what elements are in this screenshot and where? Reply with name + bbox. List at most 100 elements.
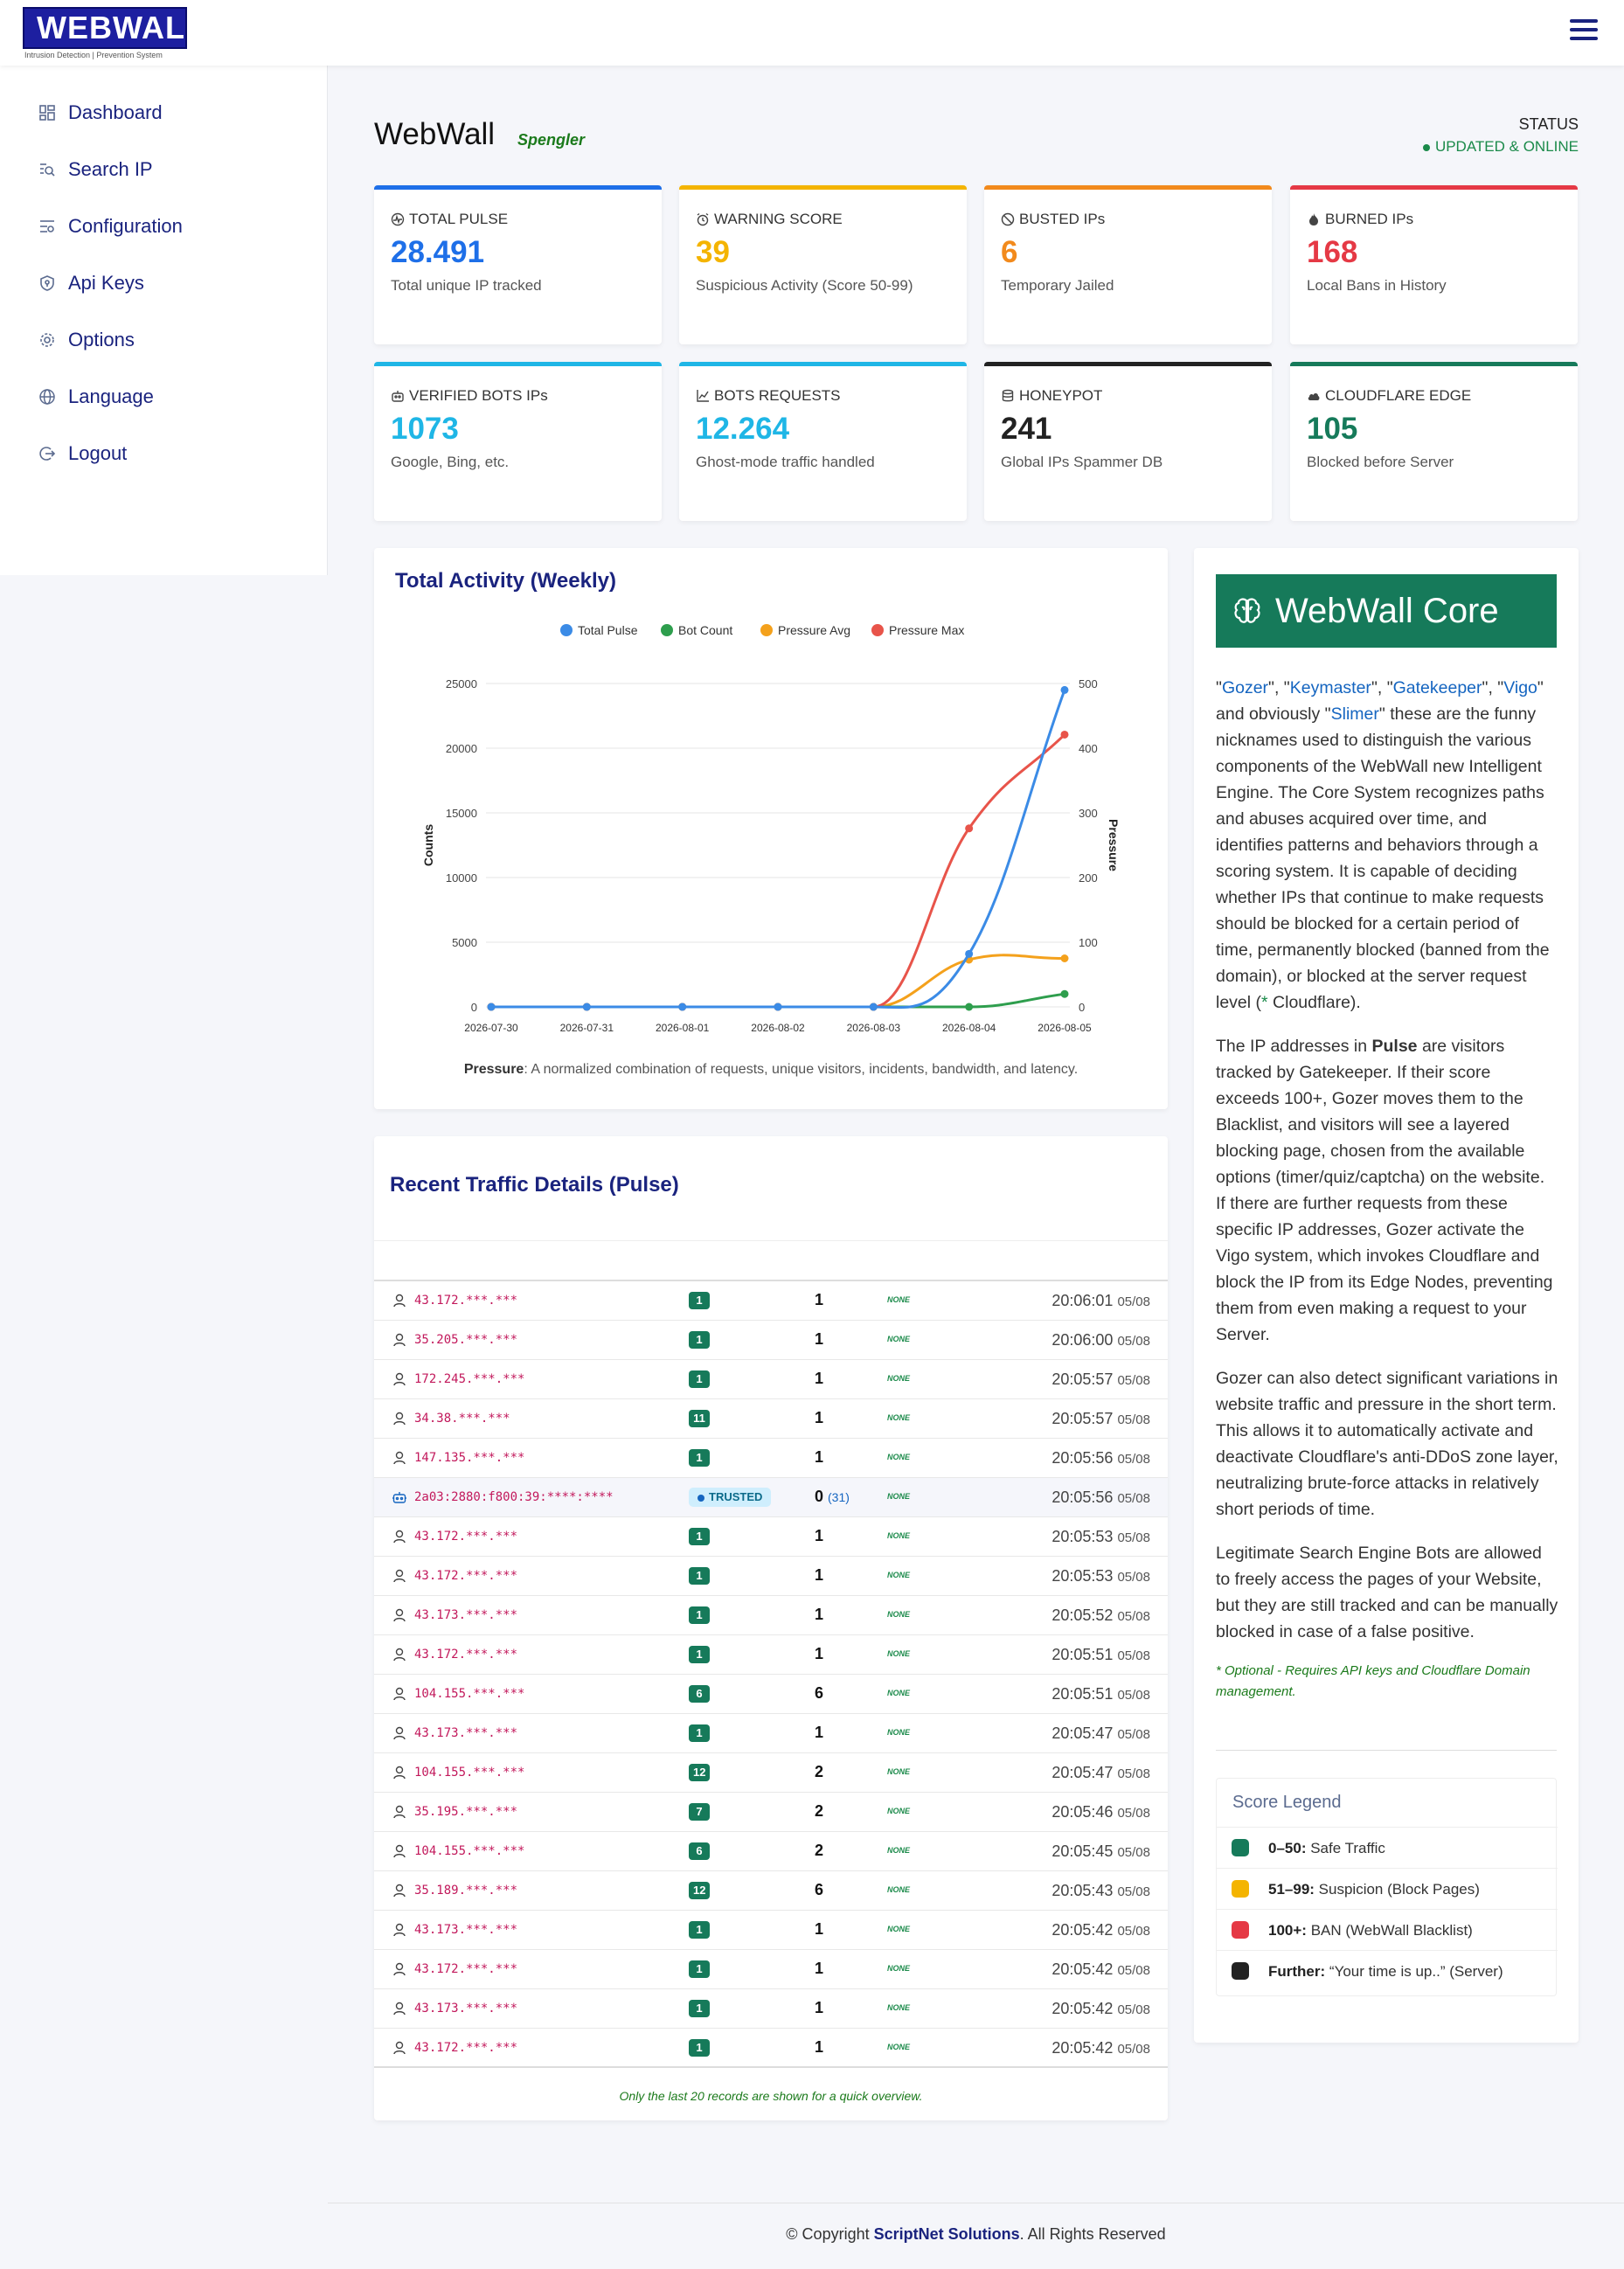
y-tick-label: 20000 [446,742,477,755]
table-row[interactable]: 43.173.***.*** 1 1 NONE 20:05:42 05/08 [374,1989,1168,2029]
sidebar-item-label: Options [68,329,135,350]
y-tick-label: 10000 [446,871,477,885]
table-row[interactable]: 2a03:2880:f800:39:****:**** TRUSTED 0 (31) N… [374,1478,1168,1517]
request-value: 1 [815,1409,824,1426]
ip-address[interactable]: 43.173.***.*** [414,1726,518,1740]
core-panel: WebWall Core "Gozer", "Keymaster", "Gate… [1194,548,1579,2043]
user-icon [393,1412,406,1426]
timestamp: 20:05:47 05/08 [1051,1724,1150,1743]
timestamp: 20:05:42 05/08 [1051,1921,1150,1939]
core-paragraph-1: "Gozer", "Keymaster", "Gatekeeper", "Vig… [1216,678,1550,1012]
stat-card-cloudflare-edge: CLOUDFLARE EDGE 105 Blocked before Serve… [1290,362,1578,521]
request-value: 1 [815,2038,824,2056]
ip-address[interactable]: 172.245.***.*** [414,1372,525,1386]
user-icon [393,1805,406,1819]
timestamp: 20:05:53 05/08 [1051,1528,1150,1546]
legend-label: Pressure Avg [778,623,850,637]
stat-description: Ghost-mode traffic handled [696,454,875,470]
x-tick-label: 2026-08-04 [942,1022,996,1034]
sidebar-item-language[interactable]: Language [38,379,154,414]
timestamp: 20:05:57 05/08 [1051,1370,1150,1389]
table-row[interactable]: 104.155.***.*** 6 6 NONE 20:05:51 05/08 [374,1675,1168,1714]
sidebar-item-configuration[interactable]: Configuration [38,209,183,244]
traffic-table-panel: Recent Traffic Details (Pulse) 43.172.**… [374,1136,1168,2120]
menu-toggle-icon[interactable] [1570,19,1598,45]
ip-address[interactable]: 43.172.***.*** [414,1569,518,1583]
sidebar-item-logout[interactable]: Logout [38,436,127,471]
data-point [965,824,974,833]
score-badge: 12 [689,1764,711,1781]
sidebar: Dashboard Search IP Configuration Api Ke… [0,66,328,575]
ip-address[interactable]: 35.189.***.*** [414,1884,518,1898]
time-value: 20:06:01 [1051,1292,1114,1309]
table-row[interactable]: 35.205.***.*** 1 1 NONE 20:06:00 05/08 [374,1321,1168,1360]
stat-title: BOTS REQUESTS [714,387,841,404]
legend-swatch [1232,1839,1249,1856]
robot-icon [392,391,404,402]
sidebar-item-label: Logout [68,442,128,464]
ip-address[interactable]: 43.172.***.*** [414,2041,518,2055]
ip-address[interactable]: 35.205.***.*** [414,1333,518,1347]
nickname-gozer: Gozer [1221,678,1269,697]
ip-address[interactable]: 43.172.***.*** [414,1530,518,1544]
footer-company-link[interactable]: ScriptNet Solutions [873,2225,1020,2243]
ip-address[interactable]: 43.172.***.*** [414,1962,518,1976]
ip-address[interactable]: 35.195.***.*** [414,1805,518,1819]
ip-address[interactable]: 43.173.***.*** [414,1608,518,1622]
ip-address[interactable]: 43.173.***.*** [414,2002,518,2016]
sidebar-item-dashboard[interactable]: Dashboard [38,95,163,130]
table-row[interactable]: 172.245.***.*** 1 1 NONE 20:05:57 05/08 [374,1360,1168,1399]
sidebar-item-label: Configuration [68,215,183,237]
table-row[interactable]: 43.173.***.*** 1 1 NONE 20:05:52 05/08 [374,1596,1168,1635]
ip-address[interactable]: 43.172.***.*** [414,1648,518,1662]
pulse-icon [391,212,405,226]
ip-address[interactable]: 34.38.***.*** [414,1412,510,1426]
logo-box: WEBWALL [23,7,205,49]
x-tick-label: 2026-08-05 [1038,1022,1092,1034]
divider [1216,1750,1557,1751]
score-badge: 1 [689,1567,710,1585]
ip-address[interactable]: 104.155.***.*** [414,1766,525,1780]
table-row[interactable]: 43.173.***.*** 1 1 NONE 20:05:42 05/08 [374,1911,1168,1950]
request-count: 2 [815,1842,828,1860]
table-row[interactable]: 34.38.***.*** 11 1 NONE 20:05:57 05/08 [374,1399,1168,1439]
table-row[interactable]: 104.155.***.*** 12 2 NONE 20:05:47 05/08 [374,1753,1168,1793]
sidebar-item-api-keys[interactable]: Api Keys [38,266,144,301]
request-count: 0 (31) [815,1488,850,1506]
table-row[interactable]: 147.135.***.*** 1 1 NONE 20:05:56 05/08 [374,1439,1168,1478]
legend-range: 100+: [1268,1922,1307,1939]
ip-address[interactable]: 147.135.***.*** [414,1451,525,1465]
table-row[interactable]: 43.172.***.*** 1 1 NONE 20:05:53 05/08 [374,1557,1168,1596]
table-row[interactable]: 43.173.***.*** 1 1 NONE 20:05:47 05/08 [374,1714,1168,1753]
score-badge: 12 [689,1882,711,1899]
timestamp: 20:05:42 05/08 [1051,2039,1150,2057]
ip-address[interactable]: 2a03:2880:f800:39:****:**** [414,1490,614,1504]
status-badge: NONE [887,1807,911,1815]
table-footnote: Only the last 20 records are shown for a… [619,2089,923,2103]
table-row[interactable]: 35.195.***.*** 7 2 NONE 20:05:46 05/08 [374,1793,1168,1832]
stat-card-total-pulse: TOTAL PULSE 28.491 Total unique IP track… [374,185,662,344]
ip-address[interactable]: 43.173.***.*** [414,1923,518,1937]
sidebar-item-options[interactable]: Options [38,323,135,357]
sidebar-item-label: Search IP [68,158,153,180]
brand-logo[interactable]: WEBWALL Intrusion Detection | Prevention… [23,7,205,59]
ip-address[interactable]: 43.172.***.*** [414,1294,518,1308]
user-icon [393,1372,406,1386]
request-value: 1 [815,1330,824,1348]
table-row[interactable]: 43.172.***.*** 1 1 NONE 20:05:51 05/08 [374,1635,1168,1675]
ip-address[interactable]: 104.155.***.*** [414,1687,525,1701]
time-value: 20:06:00 [1051,1331,1114,1349]
table-row[interactable]: 43.172.***.*** 1 1 NONE 20:06:01 05/08 [374,1281,1168,1321]
stat-value: 168 [1307,235,1358,269]
ip-address[interactable]: 104.155.***.*** [414,1844,525,1858]
date-value: 05/08 [1117,1452,1150,1467]
status-badge: NONE [887,1964,911,1973]
table-row[interactable]: 35.189.***.*** 12 6 NONE 20:05:43 05/08 [374,1871,1168,1911]
date-value: 05/08 [1117,1491,1150,1506]
table-row[interactable]: 43.172.***.*** 1 1 NONE 20:05:42 05/08 [374,1950,1168,1989]
sidebar-item-search-ip[interactable]: Search IP [38,152,153,187]
table-row[interactable]: 43.172.***.*** 1 1 NONE 20:05:53 05/08 [374,1517,1168,1557]
table-row[interactable]: 43.172.***.*** 1 1 NONE 20:05:42 05/08 [374,2029,1168,2068]
table-row[interactable]: 104.155.***.*** 6 2 NONE 20:05:45 05/08 [374,1832,1168,1871]
series-line-pressure-avg [491,954,1065,1009]
